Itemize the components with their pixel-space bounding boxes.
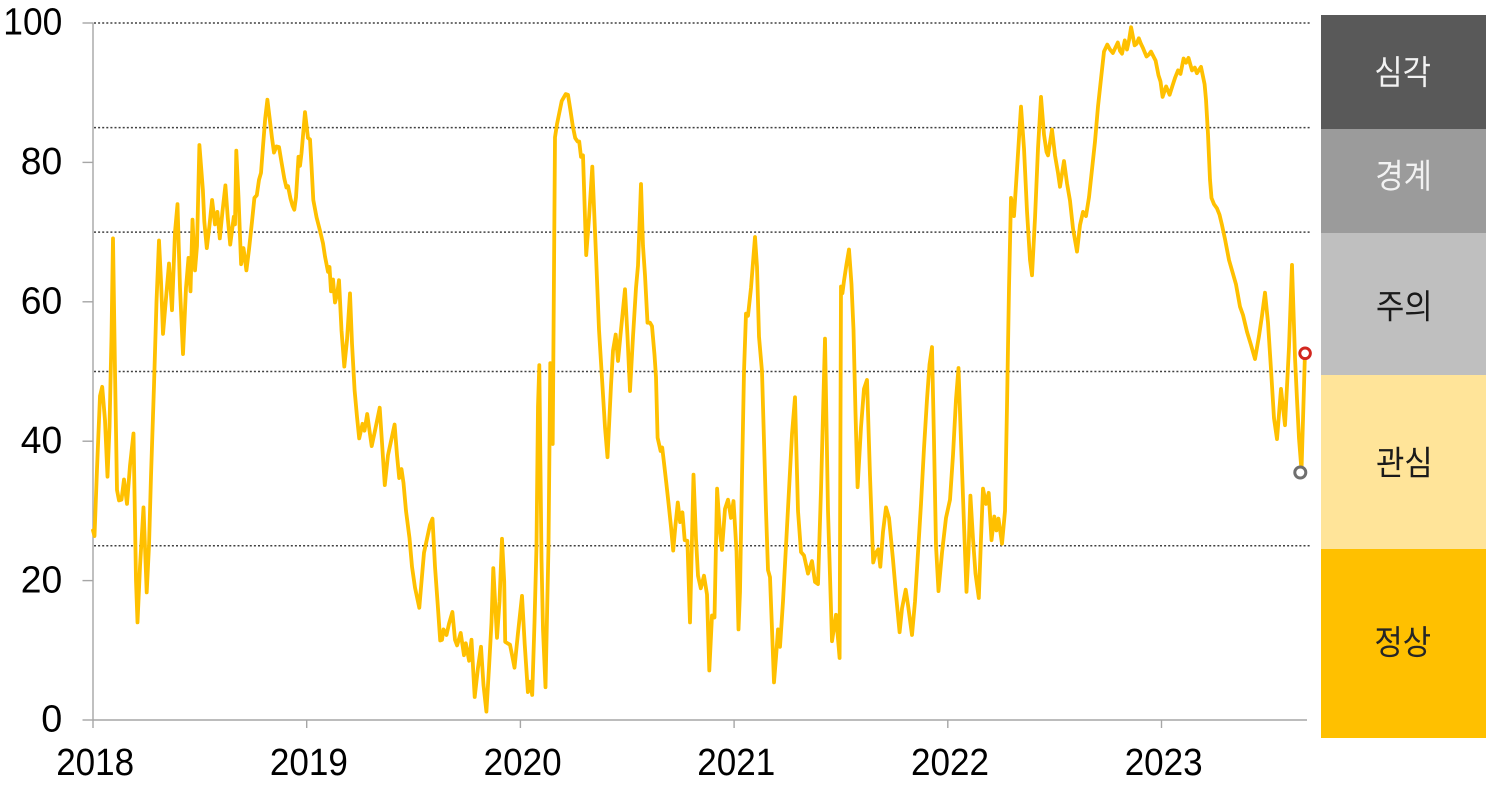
svg-text:40: 40: [21, 420, 63, 462]
svg-text:2019: 2019: [270, 742, 348, 784]
svg-text:0: 0: [41, 699, 62, 741]
svg-text:60: 60: [21, 281, 63, 323]
svg-text:2022: 2022: [911, 742, 989, 784]
svg-text:80: 80: [21, 141, 63, 183]
svg-text:2021: 2021: [697, 742, 775, 784]
svg-text:100: 100: [3, 2, 62, 44]
svg-text:2020: 2020: [484, 742, 562, 784]
svg-text:20: 20: [21, 559, 63, 601]
svg-text:2018: 2018: [56, 742, 134, 784]
svg-text:2023: 2023: [1125, 742, 1203, 784]
